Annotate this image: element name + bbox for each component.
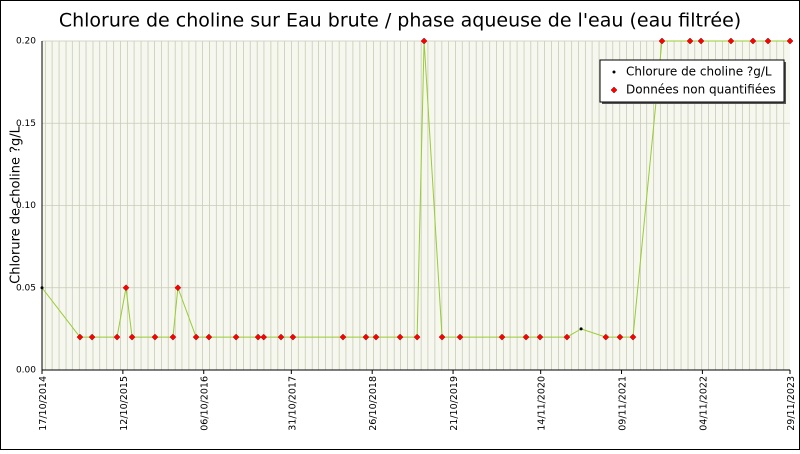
non-quantified-point — [277, 333, 285, 341]
non-quantified-point — [174, 284, 182, 292]
non-quantified-point — [260, 333, 268, 341]
non-quantified-point — [254, 333, 262, 341]
non-quantified-point — [76, 333, 84, 341]
non-quantified-point — [456, 333, 464, 341]
non-quantified-point — [727, 37, 735, 45]
non-quantified-point — [122, 284, 130, 292]
non-quantified-point — [749, 37, 757, 45]
x-tick-label: 14/11/2020 — [537, 376, 548, 431]
non-quantified-point — [658, 37, 666, 45]
non-quantified-point — [362, 333, 370, 341]
x-tick-label: 04/11/2022 — [698, 376, 709, 431]
x-tick-label: 12/10/2015 — [119, 376, 130, 431]
legend-marker — [612, 70, 616, 74]
non-quantified-point — [413, 333, 421, 341]
y-tick-label: 0.10 — [16, 201, 36, 211]
non-quantified-point — [420, 37, 428, 45]
y-axis-label: Chlorure de choline ?g/L — [9, 125, 24, 284]
y-tick-label: 0.15 — [16, 119, 36, 129]
non-quantified-point — [396, 333, 404, 341]
legend-label: Chlorure de choline ?g/L — [626, 65, 772, 79]
data-point — [579, 327, 583, 331]
non-quantified-point — [128, 333, 136, 341]
non-quantified-point — [498, 333, 506, 341]
non-quantified-point — [232, 333, 240, 341]
non-quantified-point — [289, 333, 297, 341]
non-quantified-point — [786, 37, 794, 45]
y-tick-label: 0.00 — [16, 366, 36, 376]
non-quantified-point — [563, 333, 571, 341]
non-quantified-point — [151, 333, 159, 341]
non-quantified-point — [686, 37, 694, 45]
x-tick-label: 29/11/2023 — [786, 376, 797, 431]
non-quantified-point — [438, 333, 446, 341]
non-quantified-point — [522, 333, 530, 341]
non-quantified-point — [629, 333, 637, 341]
legend-marker — [610, 86, 618, 94]
legend-label: Données non quantifiées — [626, 83, 776, 97]
legend — [599, 59, 785, 103]
non-quantified-point — [192, 333, 200, 341]
x-tick-label: 17/10/2014 — [38, 376, 49, 431]
non-quantified-point — [602, 333, 610, 341]
chart-title: Chlorure de choline sur Eau brute / phas… — [59, 10, 741, 32]
y-tick-label: 0.20 — [16, 37, 36, 47]
x-tick-label: 31/10/2017 — [287, 376, 298, 431]
x-tick-label: 21/10/2019 — [449, 376, 460, 431]
x-tick-label: 09/11/2021 — [618, 376, 629, 431]
non-quantified-point — [697, 37, 705, 45]
non-quantified-point — [339, 333, 347, 341]
y-tick-label: 0.05 — [16, 283, 36, 293]
x-tick-label: 26/10/2018 — [368, 376, 379, 431]
data-point — [40, 286, 44, 290]
non-quantified-point — [372, 333, 380, 341]
x-tick-label: 06/10/2016 — [200, 376, 211, 431]
non-quantified-point — [205, 333, 213, 341]
non-quantified-point — [536, 333, 544, 341]
non-quantified-point — [764, 37, 772, 45]
non-quantified-point — [113, 333, 121, 341]
non-quantified-point — [169, 333, 177, 341]
non-quantified-point — [616, 333, 624, 341]
non-quantified-point — [88, 333, 96, 341]
